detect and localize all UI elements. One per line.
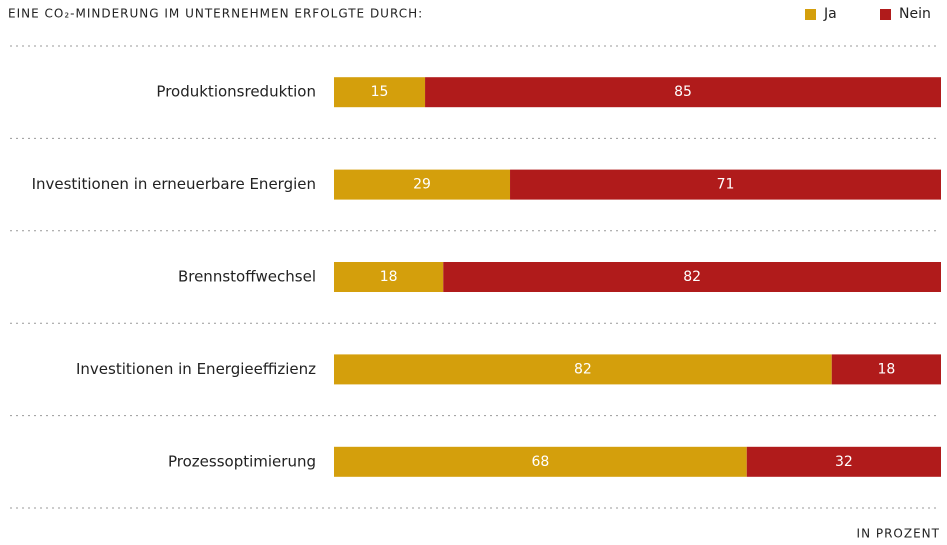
category-label: Investitionen in erneuerbare Energien — [32, 175, 316, 193]
data-label: 15 — [371, 84, 389, 100]
data-label: 29 — [413, 177, 431, 193]
category-label: Brennstoffwechsel — [178, 268, 316, 286]
category-label: Produktionsreduktion — [156, 83, 316, 101]
bar-segment — [334, 169, 511, 200]
unit-label: IN PROZENT — [857, 527, 940, 541]
legend-label: Nein — [899, 6, 931, 22]
category-label: Prozessoptimierung — [168, 452, 316, 470]
bar-segment — [334, 354, 832, 385]
data-label: 85 — [674, 84, 692, 100]
bar-segment — [334, 77, 426, 108]
legend-label: Ja — [823, 6, 837, 22]
category-label: Investitionen in Energieeffizienz — [76, 360, 316, 378]
legend-swatch — [805, 9, 816, 20]
bar-segment — [425, 77, 941, 108]
chart-title: EINE CO₂-MINDERUNG IM UNTERNEHMEN ERFOLG… — [8, 7, 423, 21]
bar-segment — [334, 262, 444, 292]
bar-segment — [746, 446, 941, 477]
bar-segment — [510, 169, 941, 200]
data-label: 18 — [380, 269, 398, 285]
data-label: 82 — [683, 269, 701, 285]
data-label: 18 — [877, 361, 895, 377]
bar-segment — [334, 446, 747, 477]
data-label: 71 — [717, 177, 735, 193]
bar-segment — [443, 262, 941, 292]
data-label: 82 — [574, 361, 592, 377]
legend-swatch — [880, 9, 891, 20]
bar-segment — [831, 354, 941, 385]
data-label: 32 — [835, 454, 853, 470]
data-label: 68 — [531, 454, 549, 470]
